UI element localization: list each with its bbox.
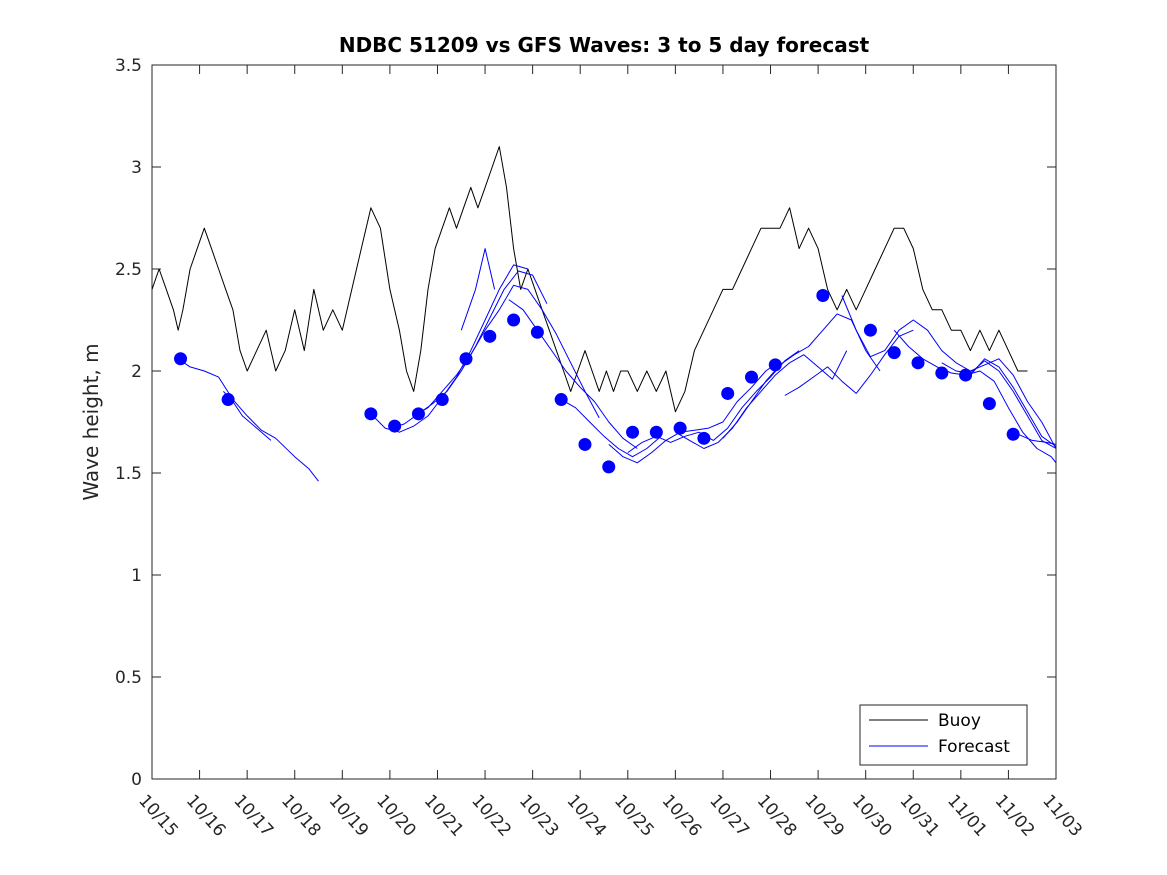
forecast-marker: [459, 352, 473, 366]
y-tick-label: 2: [131, 362, 142, 382]
forecast-marker: [507, 313, 521, 327]
forecast-marker: [483, 329, 497, 343]
forecast-series-line: [675, 350, 848, 449]
y-tick-label: 0: [131, 770, 142, 790]
forecast-series-line: [460, 248, 496, 331]
forecast-marker: [935, 366, 949, 380]
forecast-series-line: [841, 295, 1056, 449]
series-layer: [152, 146, 1056, 482]
legend: Buoy Forecast: [859, 704, 1028, 766]
forecast-marker: [411, 407, 425, 421]
forecast-marker: [578, 437, 592, 451]
forecast-marker: [1006, 427, 1020, 441]
y-tick-label: 3.5: [115, 56, 142, 76]
plot-area: [151, 64, 1057, 780]
forecast-marker: [816, 289, 830, 303]
forecast-marker: [435, 393, 449, 407]
forecast-series-line: [1017, 433, 1056, 445]
forecast-marker: [959, 368, 973, 382]
forecast-marker: [530, 325, 544, 339]
legend-forecast-label: Forecast: [938, 737, 1010, 757]
forecast-marker: [863, 323, 877, 337]
forecast-marker: [649, 425, 663, 439]
forecast-marker: [887, 346, 901, 360]
y-tick-labels: 0 0.5 1 1.5 2 2.5 3 3.5: [115, 56, 142, 790]
forecast-marker: [554, 393, 568, 407]
y-tick-label: 3: [131, 158, 142, 178]
forecast-series-line: [177, 358, 319, 482]
legend-box: [859, 704, 1028, 766]
forecast-marker: [364, 407, 378, 421]
forecast-series-line: [784, 329, 914, 396]
forecast-marker: [911, 356, 925, 370]
forecast-marker: [602, 460, 616, 474]
buoy-series-line: [152, 146, 1028, 413]
forecast-marker: [697, 431, 711, 445]
forecast-series-line: [970, 358, 1056, 447]
forecast-marker: [174, 352, 188, 366]
forecast-marker: [982, 397, 996, 411]
legend-buoy-label: Buoy: [938, 711, 981, 731]
forecast-series-line: [508, 299, 638, 449]
forecast-series-line: [608, 360, 781, 464]
forecast-series-line: [413, 284, 600, 419]
forecast-marker: [626, 425, 640, 439]
forecast-marker: [673, 421, 687, 435]
plot-series: [152, 146, 1056, 482]
y-tick-label: 2.5: [115, 260, 142, 280]
y-axis-label: Wave height, m: [79, 343, 103, 500]
forecast-marker: [721, 386, 735, 400]
forecast-marker: [388, 419, 402, 433]
forecast-marker: [768, 358, 782, 372]
y-tick-label: 1.5: [115, 464, 142, 484]
forecast-marker: [744, 370, 758, 384]
chart-title: NDBC 51209 vs GFS Waves: 3 to 5 day fore…: [339, 33, 870, 57]
forecast-series-line: [560, 399, 662, 458]
y-tick-label: 1: [131, 566, 142, 586]
forecast-marker: [221, 393, 235, 407]
y-tick-label: 0.5: [115, 668, 142, 688]
